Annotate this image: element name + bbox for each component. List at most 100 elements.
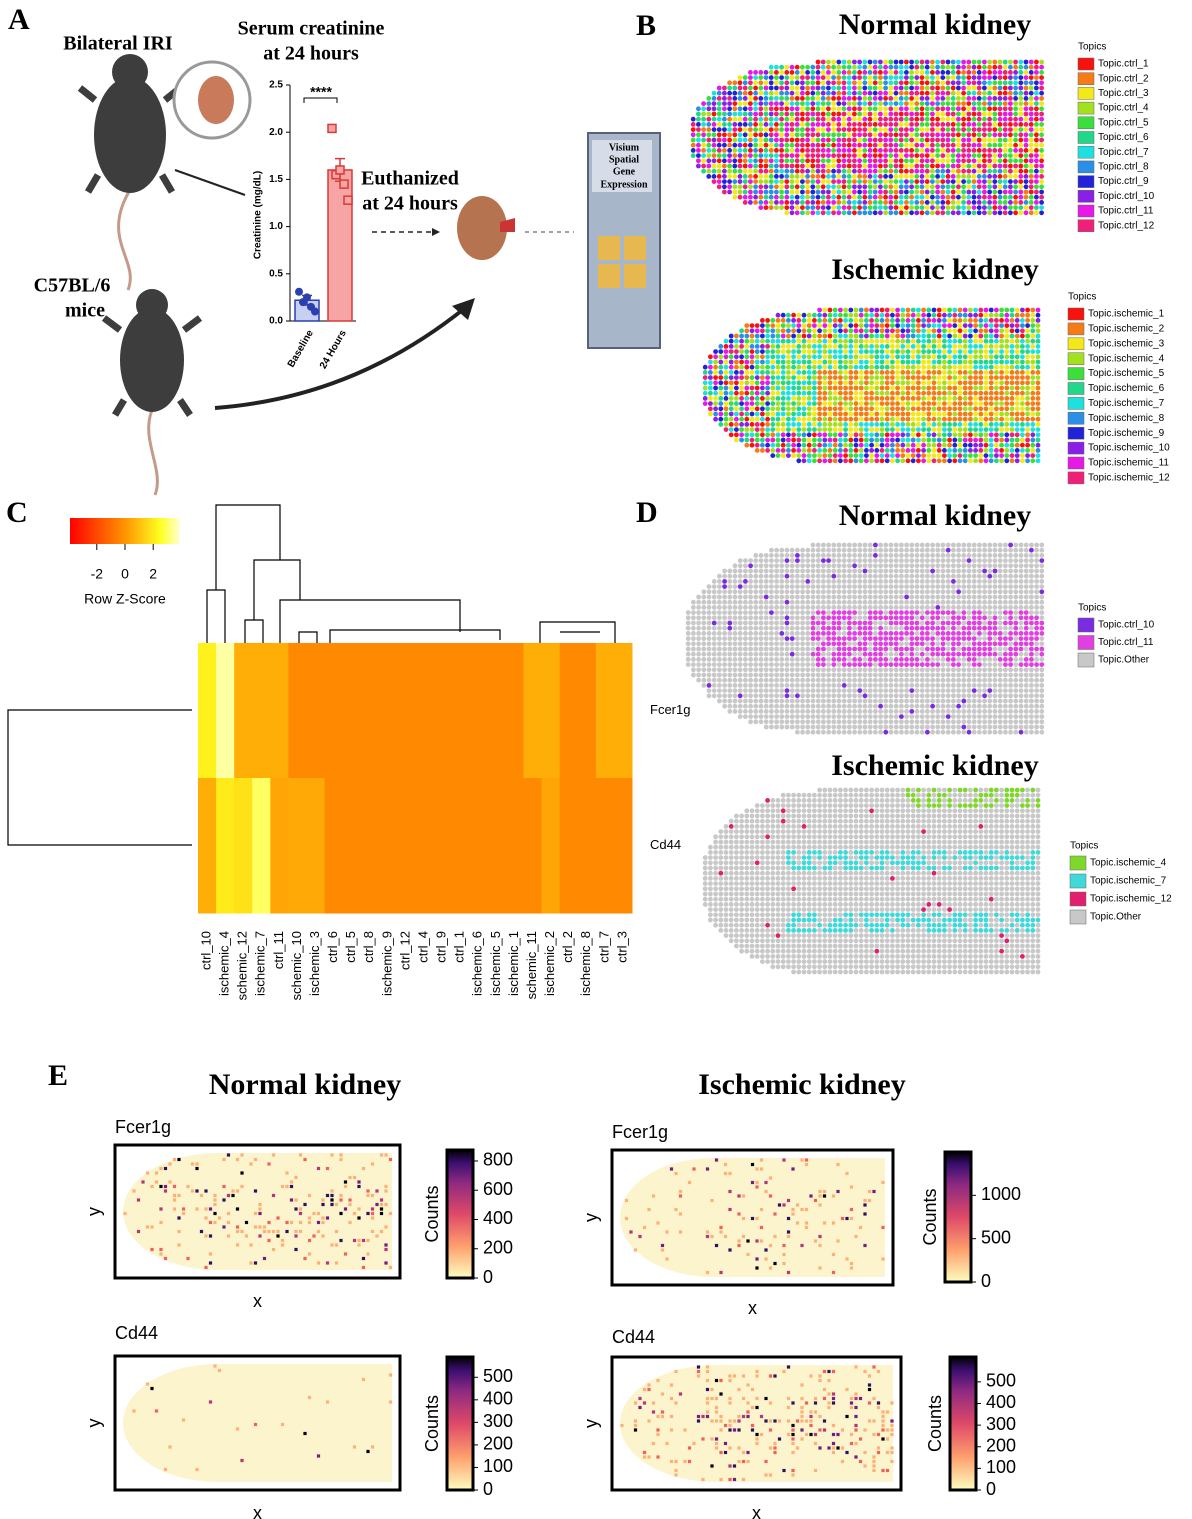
spot [878, 558, 883, 563]
spot [935, 558, 940, 563]
spot [999, 453, 1004, 458]
spot [753, 621, 758, 626]
spot [951, 169, 956, 174]
spot [966, 179, 971, 184]
spot [727, 621, 732, 626]
spot [894, 595, 899, 600]
spot [878, 636, 883, 641]
spot [769, 631, 774, 636]
spot [900, 448, 905, 453]
spot [764, 143, 769, 148]
spot [786, 443, 791, 448]
spot [1030, 328, 1035, 333]
spot [1025, 453, 1030, 458]
spot [894, 112, 899, 117]
spot [826, 70, 831, 75]
spot [1020, 339, 1025, 344]
spot [998, 584, 1003, 589]
spot [868, 153, 873, 158]
spot [718, 365, 723, 370]
spot [826, 641, 831, 646]
spot [1034, 138, 1039, 143]
spot [878, 605, 883, 610]
spot [930, 96, 935, 101]
spot [1034, 195, 1039, 200]
spot [847, 615, 852, 620]
spot [972, 96, 977, 101]
spot [852, 636, 857, 641]
spot [838, 438, 843, 443]
spot [998, 548, 1003, 553]
spot [894, 80, 899, 85]
spot [1030, 438, 1035, 443]
spot [738, 179, 743, 184]
spot [987, 127, 992, 132]
spot [888, 117, 893, 122]
spot [1034, 631, 1039, 636]
spot [873, 96, 878, 101]
spot [894, 138, 899, 143]
spot [982, 122, 987, 127]
spot [857, 127, 862, 132]
spot [914, 210, 919, 215]
spot [894, 148, 899, 153]
spot [807, 339, 812, 344]
spot [1003, 548, 1008, 553]
spot [873, 106, 878, 111]
spot [1039, 195, 1044, 200]
spot [816, 101, 821, 106]
spot [925, 60, 930, 65]
spot [968, 412, 973, 417]
spot [978, 458, 983, 463]
spot [732, 138, 737, 143]
spot [847, 174, 852, 179]
spot [987, 91, 992, 96]
spot [842, 579, 847, 584]
spot [909, 75, 914, 80]
spot [958, 386, 963, 391]
spot [718, 422, 723, 427]
spot [755, 401, 760, 406]
spot [812, 458, 817, 463]
spot [776, 453, 781, 458]
spot [776, 344, 781, 349]
spot [838, 412, 843, 417]
spot [972, 70, 977, 75]
spot [977, 158, 982, 163]
spot [864, 386, 869, 391]
spot [810, 169, 815, 174]
spot [822, 354, 827, 359]
spot [915, 636, 920, 641]
spot [738, 584, 743, 589]
spot [895, 318, 900, 323]
spot [993, 563, 998, 568]
spot [691, 148, 696, 153]
spot [920, 195, 925, 200]
spot [883, 96, 888, 101]
spot [727, 112, 732, 117]
spot [739, 349, 744, 354]
spot [972, 184, 977, 189]
spot [817, 401, 822, 406]
spot [833, 401, 838, 406]
spot [836, 190, 841, 195]
spot [733, 610, 738, 615]
spot [1039, 164, 1044, 169]
spot [1024, 584, 1029, 589]
spot [1013, 548, 1018, 553]
spot [821, 548, 826, 553]
spot [738, 641, 743, 646]
spot [869, 375, 874, 380]
spot [831, 200, 836, 205]
spot [1024, 60, 1029, 65]
spot [843, 365, 848, 370]
spot [1010, 391, 1015, 396]
spot [854, 313, 859, 318]
spot [1008, 127, 1013, 132]
spot [982, 138, 987, 143]
spot [977, 65, 982, 70]
spot [916, 422, 921, 427]
spot [946, 179, 951, 184]
spot [885, 406, 890, 411]
spot [972, 174, 977, 179]
